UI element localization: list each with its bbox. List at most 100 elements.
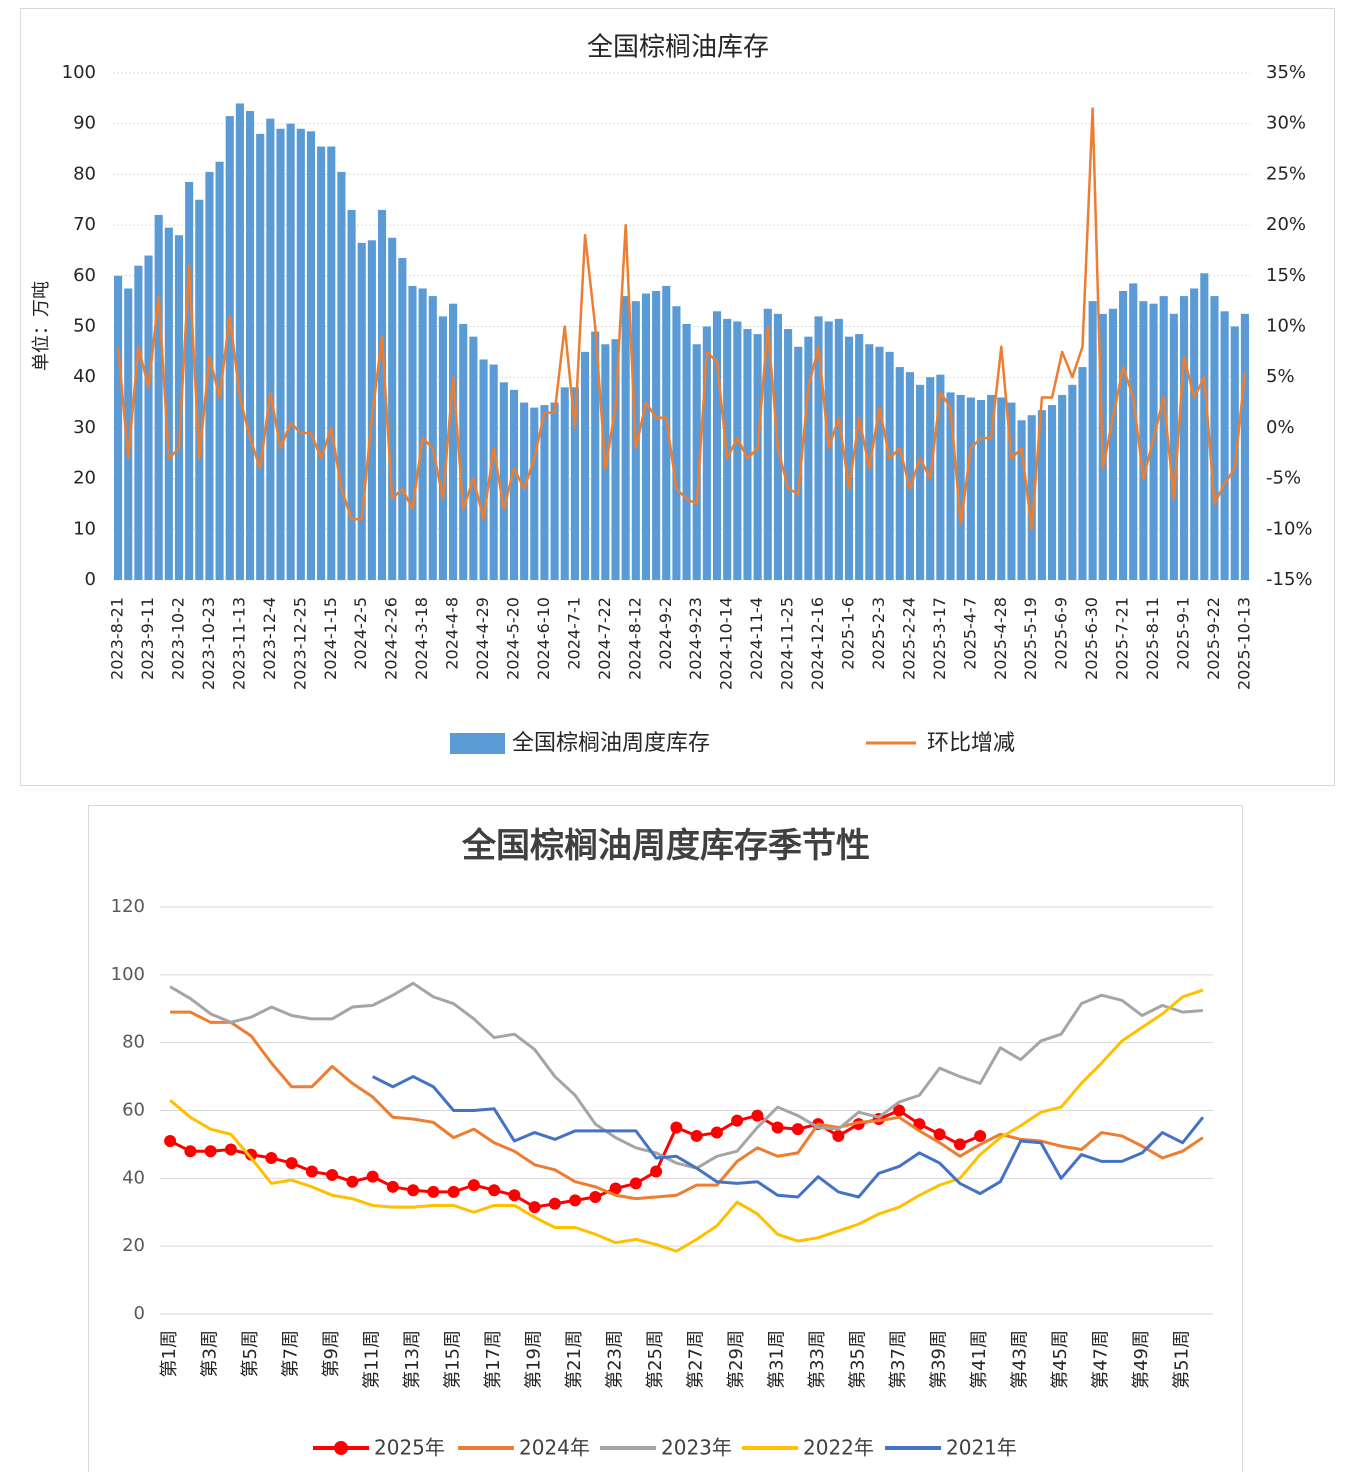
chart-title: 全国棕榈油周度库存季节性 <box>461 826 870 866</box>
bar <box>1088 301 1097 580</box>
bar <box>154 214 163 580</box>
x-tick-label: 2025-1-6 <box>839 597 858 670</box>
x-tick-label: 第35周 <box>848 1330 869 1389</box>
bar <box>1068 384 1077 580</box>
bar <box>337 171 346 581</box>
y-axis-title: 单位：万吨 <box>31 281 52 371</box>
x-tick-label: 2024-4-8 <box>443 597 462 670</box>
x-tick-label: 2023-10-23 <box>199 597 218 690</box>
y-tick-label: 60 <box>73 265 96 286</box>
bar <box>114 275 123 580</box>
bar <box>560 387 569 580</box>
data-point <box>670 1121 683 1134</box>
bar <box>327 146 336 580</box>
bar <box>1220 311 1229 580</box>
bar <box>1017 420 1026 580</box>
y-tick-label: 40 <box>122 1167 145 1188</box>
y-tick-label: 60 <box>122 1100 145 1121</box>
bar <box>662 285 671 580</box>
bar <box>763 308 772 580</box>
bar <box>1179 296 1189 580</box>
data-point <box>629 1177 642 1190</box>
y-tick-label: 120 <box>111 896 145 917</box>
bar <box>743 329 752 580</box>
data-point <box>224 1143 237 1156</box>
bar <box>916 384 925 580</box>
legend-label: 2022年 <box>803 1436 874 1460</box>
y-tick-label: 40 <box>73 366 96 387</box>
x-tick-label: 2025-6-30 <box>1082 597 1101 680</box>
legend-label: 2023年 <box>661 1436 732 1460</box>
x-tick-label: 第23周 <box>605 1330 626 1389</box>
x-tick-label: 2023-12-25 <box>290 597 309 690</box>
x-tick-label: 第13周 <box>402 1330 423 1389</box>
x-tick-label: 2024-10-14 <box>717 597 736 690</box>
y-tick-label: 50 <box>73 316 96 337</box>
bar <box>489 364 498 580</box>
x-tick-label: 2023-9-11 <box>138 597 157 680</box>
bar <box>520 402 529 580</box>
x-tick-label: 2025-2-24 <box>899 597 918 680</box>
data-point <box>650 1165 663 1178</box>
bar <box>1027 415 1036 580</box>
data-point <box>569 1194 582 1207</box>
x-tick-label: 2024-6-10 <box>534 597 553 680</box>
x-tick-label: 2024-3-18 <box>412 597 431 680</box>
data-point <box>548 1197 561 1210</box>
x-tick-label: 2023-12-4 <box>260 597 279 680</box>
data-point <box>974 1129 987 1142</box>
bar <box>682 323 691 580</box>
bar <box>692 344 701 580</box>
x-tick-label: 2025-10-13 <box>1234 597 1253 690</box>
data-point <box>447 1185 460 1198</box>
bar <box>966 397 975 580</box>
bar <box>1108 308 1118 580</box>
x-tick-label: 第19周 <box>524 1330 545 1389</box>
data-point <box>508 1189 521 1202</box>
bar <box>1037 410 1046 580</box>
data-point <box>164 1135 177 1148</box>
x-tick-label: 2025-2-3 <box>869 597 888 670</box>
x-tick-label: 第1周 <box>159 1330 180 1377</box>
data-line <box>170 1010 1204 1201</box>
data-point <box>285 1157 298 1170</box>
x-tick-label: 2024-2-26 <box>382 597 401 680</box>
data-point <box>427 1185 440 1198</box>
y2-tick-label: 20% <box>1266 214 1306 235</box>
bar <box>875 346 884 580</box>
bar <box>834 318 843 580</box>
data-point <box>407 1184 420 1197</box>
bar <box>449 303 458 580</box>
bar <box>1078 367 1087 580</box>
bar <box>124 288 133 580</box>
data-line <box>116 107 1247 531</box>
bar <box>976 400 986 580</box>
data-line <box>169 988 1204 1253</box>
bar <box>1139 301 1148 580</box>
y2-tick-label: 5% <box>1266 366 1295 387</box>
bar <box>1240 313 1249 580</box>
legend-label: 环比增减 <box>927 731 1015 756</box>
bar <box>814 316 823 580</box>
y2-tick-label: -5% <box>1266 468 1301 489</box>
data-point <box>326 1168 339 1181</box>
x-tick-label: 2024-7-22 <box>595 597 614 680</box>
x-tick-label: 2025-7-21 <box>1113 597 1132 680</box>
data-point <box>589 1190 602 1203</box>
x-tick-label: 2024-9-23 <box>686 597 705 680</box>
legend-label: 2021年 <box>946 1436 1017 1460</box>
x-tick-label: 第3周 <box>200 1330 221 1377</box>
x-tick-label: 2025-9-1 <box>1174 597 1193 670</box>
x-tick-label: 2024-11-25 <box>778 597 797 690</box>
bar <box>591 331 600 580</box>
y-tick-label: 30 <box>73 417 96 438</box>
x-tick-label: 第11周 <box>362 1330 383 1389</box>
bar <box>296 128 305 580</box>
y2-tick-label: 10% <box>1266 316 1306 337</box>
legend-label: 2024年 <box>519 1436 590 1460</box>
bar <box>266 118 275 580</box>
bar <box>1230 326 1239 580</box>
bar <box>398 258 407 580</box>
x-tick-label: 2024-2-5 <box>351 597 370 670</box>
